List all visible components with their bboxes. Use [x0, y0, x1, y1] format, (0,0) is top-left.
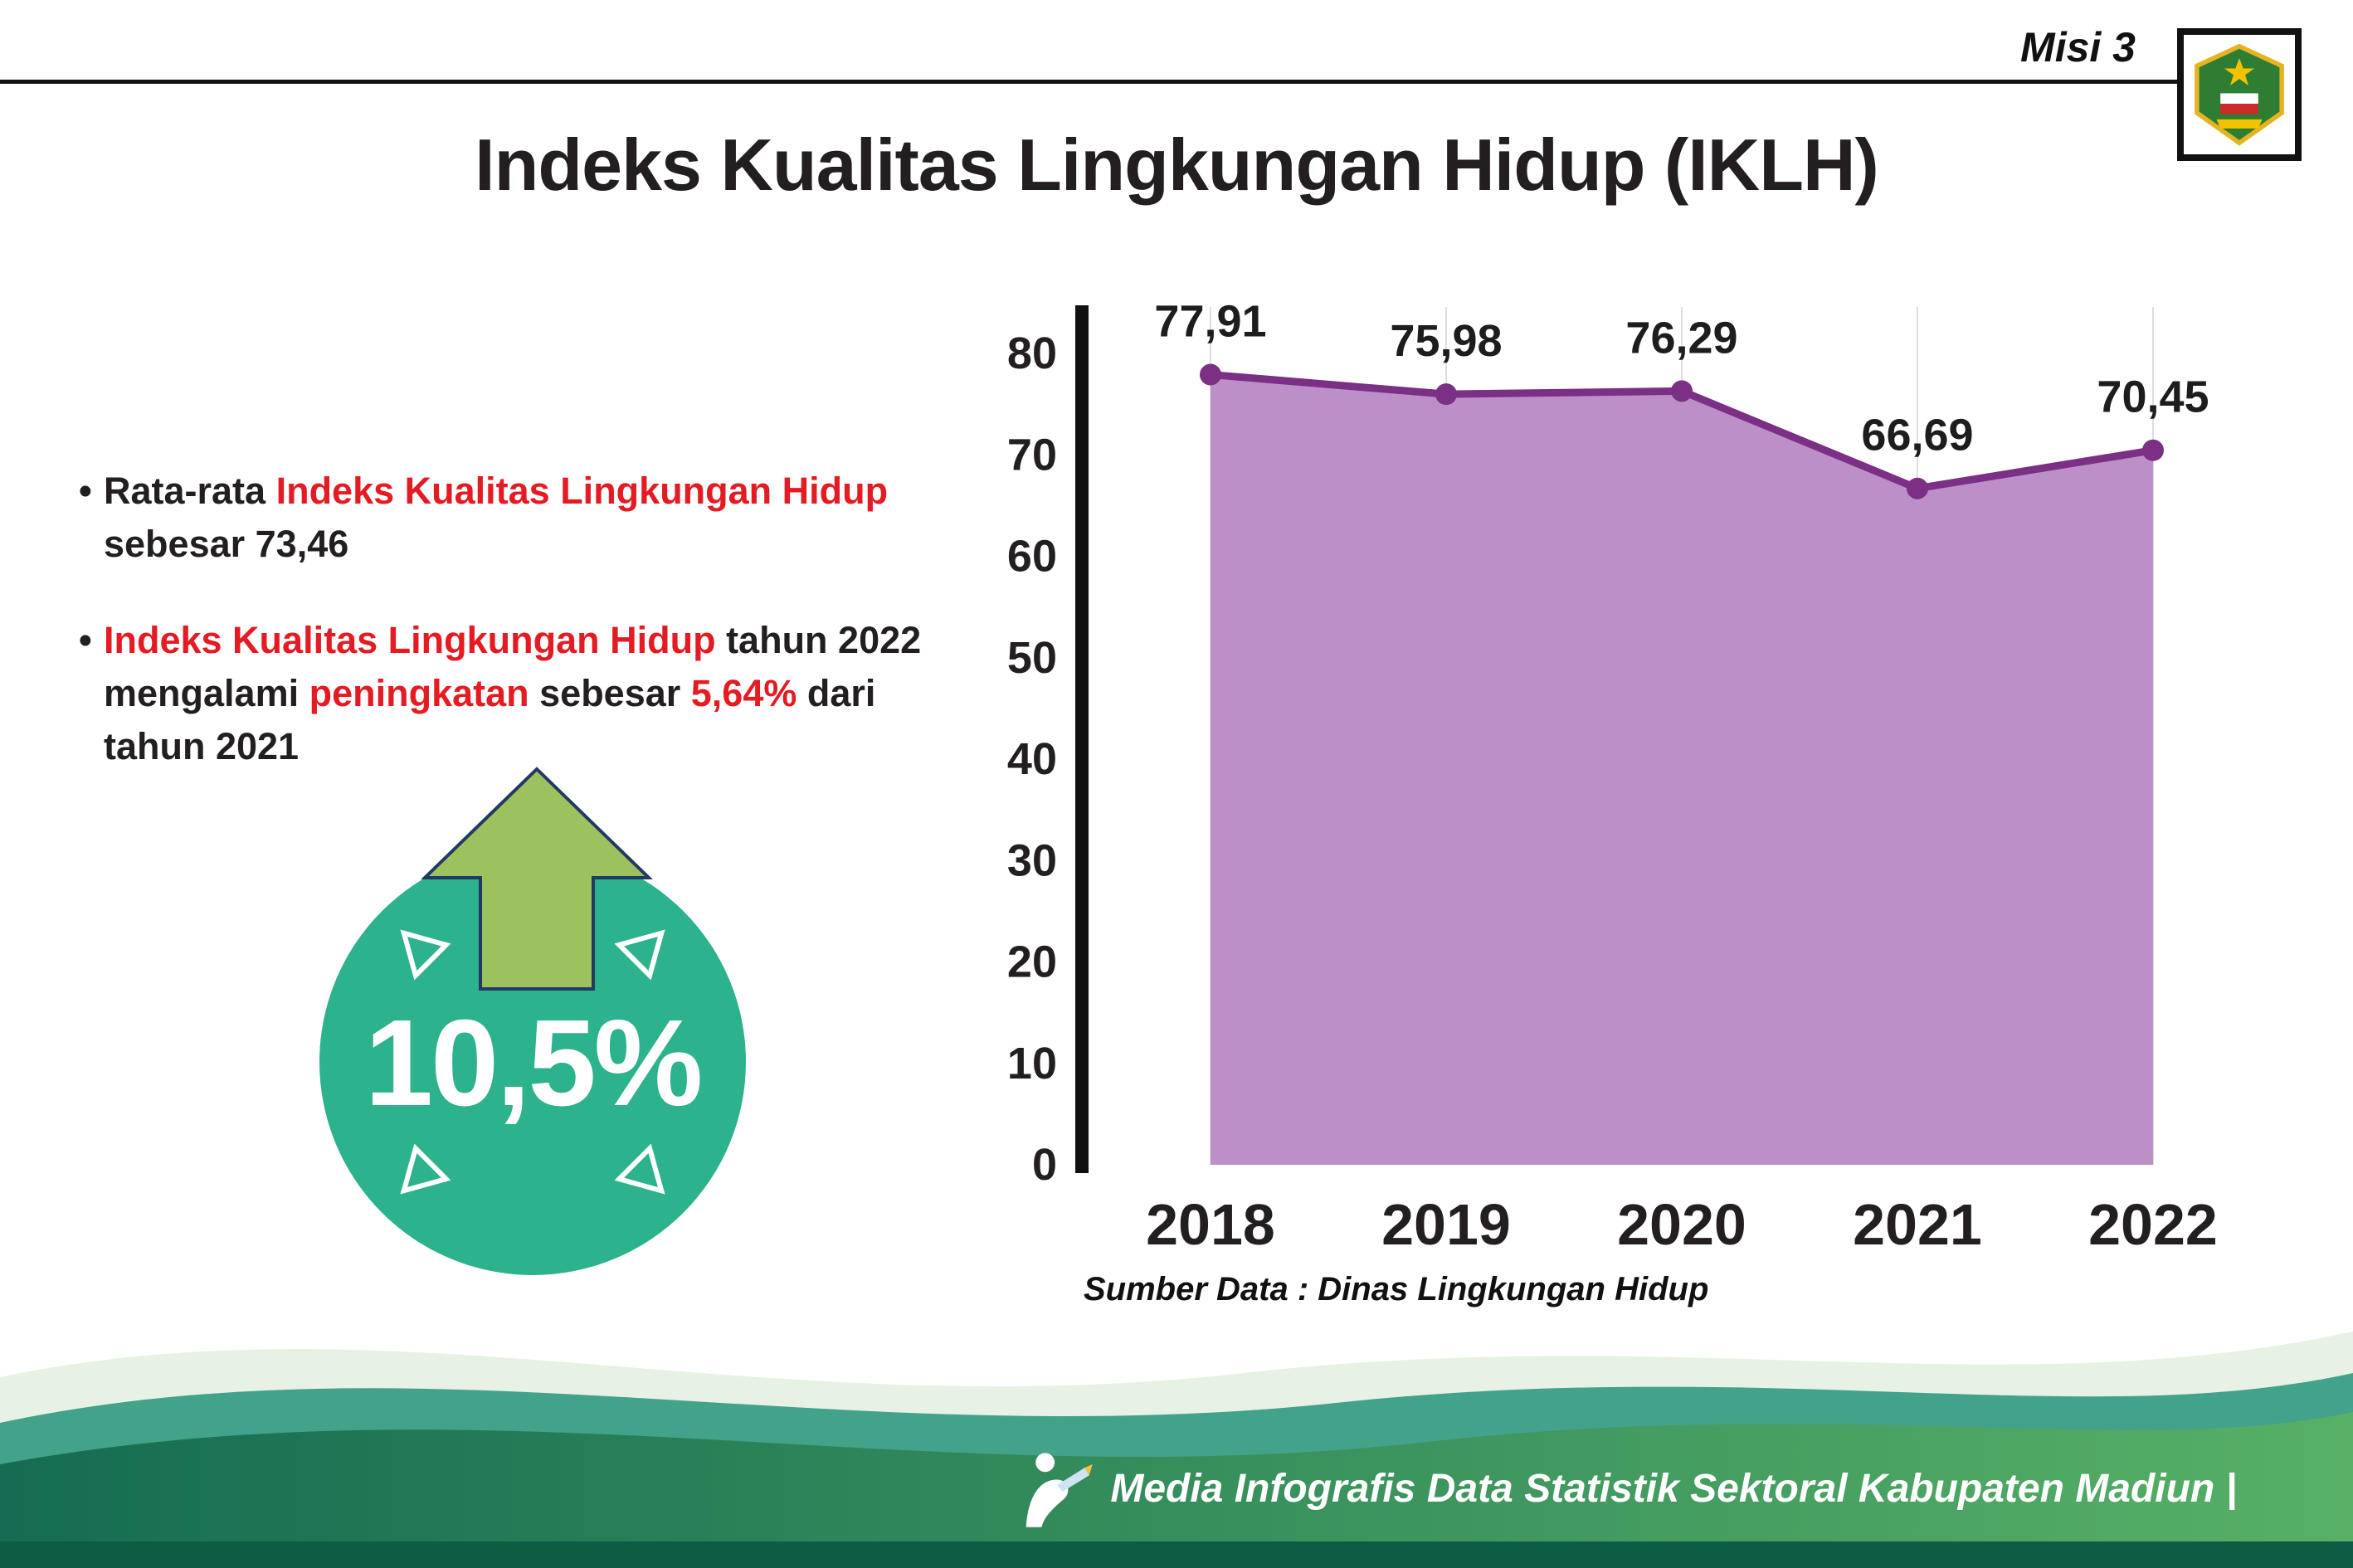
bullet-list: Rata-rata Indeks Kualitas Lingkungan Hid… [79, 465, 942, 816]
increase-badge: 10,5% [307, 747, 772, 1294]
header-rule [0, 80, 2179, 84]
kabupaten-madiun-crest-icon [2195, 43, 2284, 146]
kabupaten-madiun-logo [2177, 28, 2302, 161]
svg-text:2022: 2022 [2088, 1192, 2218, 1257]
svg-text:80: 80 [1007, 329, 1057, 378]
wave-bottom-strip [0, 1541, 2353, 1568]
svg-text:10: 10 [1007, 1039, 1057, 1088]
svg-text:2019: 2019 [1381, 1192, 1511, 1257]
misi-label: Misi 3 [2020, 24, 2136, 71]
svg-text:70: 70 [1007, 430, 1057, 480]
svg-text:20: 20 [1007, 937, 1057, 987]
chart-canvas: 0 10 20 30 40 50 60 70 80 77,91 75,98 76,29 66,69 70,… [1007, 297, 2218, 1257]
badge-triangle-se [614, 1143, 665, 1195]
mascot-icon [1026, 1453, 1094, 1527]
svg-text:70,45: 70,45 [2097, 373, 2209, 422]
badge-value: 10,5% [365, 995, 701, 1132]
bullet-item-average: Rata-rata Indeks Kualitas Lingkungan Hid… [79, 465, 942, 571]
svg-text:77,91: 77,91 [1154, 297, 1266, 347]
svg-text:2020: 2020 [1617, 1192, 1746, 1257]
svg-text:2018: 2018 [1146, 1192, 1275, 1257]
bullet-item-increase: Indeks Kualitas Lingkungan Hidup tahun 2… [79, 614, 942, 773]
wave-main [0, 1412, 2353, 1568]
footer-caption: Media Infografis Data Statistik Sektoral… [1009, 1445, 2237, 1531]
iklh-area-chart: 0 10 20 30 40 50 60 70 80 77,91 75,98 76,29 66,69 70,… [1004, 282, 2331, 1336]
svg-text:30: 30 [1007, 835, 1057, 885]
svg-text:60: 60 [1007, 532, 1057, 582]
badge-triangle-ne [614, 929, 665, 981]
badge-triangle-nw [400, 929, 451, 981]
svg-text:2021: 2021 [1853, 1192, 1982, 1257]
svg-text:75,98: 75,98 [1390, 316, 1502, 366]
svg-text:0: 0 [1032, 1140, 1057, 1190]
svg-text:40: 40 [1007, 734, 1057, 784]
up-arrow-icon [421, 767, 653, 991]
svg-text:66,69: 66,69 [1861, 411, 1973, 460]
badge-triangle-sw [400, 1143, 451, 1195]
footer-wave [0, 1332, 2353, 1568]
page-title: Indeks Kualitas Lingkungan Hidup (IKLH) [475, 124, 1879, 206]
badge-circle [319, 849, 746, 1275]
svg-text:50: 50 [1007, 633, 1057, 683]
increase-badge-graphic: 10,5% [319, 767, 746, 1275]
svg-text:76,29: 76,29 [1625, 313, 1737, 363]
footer-caption-text: Media Infografis Data Statistik Sektoral… [1110, 1466, 2237, 1511]
chart-source: Sumber Data : Dinas Lingkungan Hidup [1084, 1271, 1709, 1307]
